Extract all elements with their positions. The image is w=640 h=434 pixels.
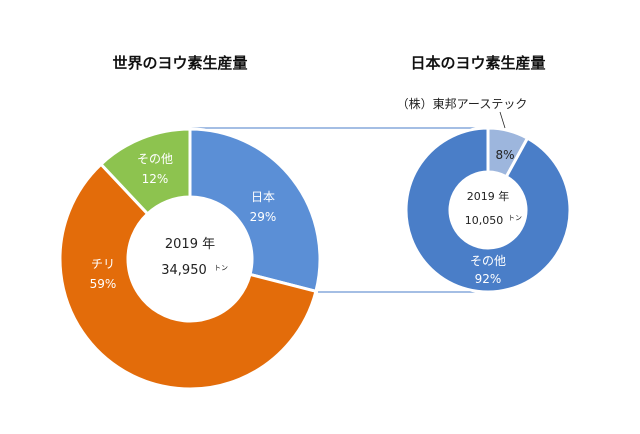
right-center-unit: トン bbox=[508, 214, 522, 222]
right-chart-title: 日本のヨウ素生産量 bbox=[410, 54, 545, 72]
left-donut bbox=[58, 127, 322, 391]
left-center-year: 2019 年 bbox=[165, 237, 215, 252]
right-center-amount: 10,050 bbox=[465, 214, 504, 227]
right-donut bbox=[404, 126, 572, 294]
left-center-unit: トン bbox=[214, 264, 228, 272]
slice-value-toho: 8% bbox=[495, 148, 514, 162]
left-slice-2 bbox=[98, 127, 192, 216]
left-chart-title: 世界のヨウ素生産量 bbox=[112, 54, 247, 72]
left-slice-0 bbox=[188, 127, 322, 294]
slice-value-chile: 59% bbox=[90, 277, 117, 291]
slice-label-other: その他 bbox=[137, 152, 173, 166]
left-slice-1 bbox=[58, 162, 318, 391]
slice-value-other: 12% bbox=[142, 172, 169, 186]
slice-value-other-jp: 92% bbox=[475, 272, 502, 286]
left-center-amount: 34,950 bbox=[161, 263, 207, 278]
slice-label-other-jp: その他 bbox=[470, 254, 506, 268]
right-center-year: 2019 年 bbox=[467, 189, 510, 203]
slice-label-japan: 日本 bbox=[251, 190, 275, 204]
slice-value-japan: 29% bbox=[250, 210, 277, 224]
slice-label-chile: チリ bbox=[91, 257, 115, 271]
right-slice-1 bbox=[404, 126, 572, 294]
leader-line-toho bbox=[499, 111, 506, 129]
slice-label-toho: （株）東邦アーステック bbox=[397, 96, 528, 111]
